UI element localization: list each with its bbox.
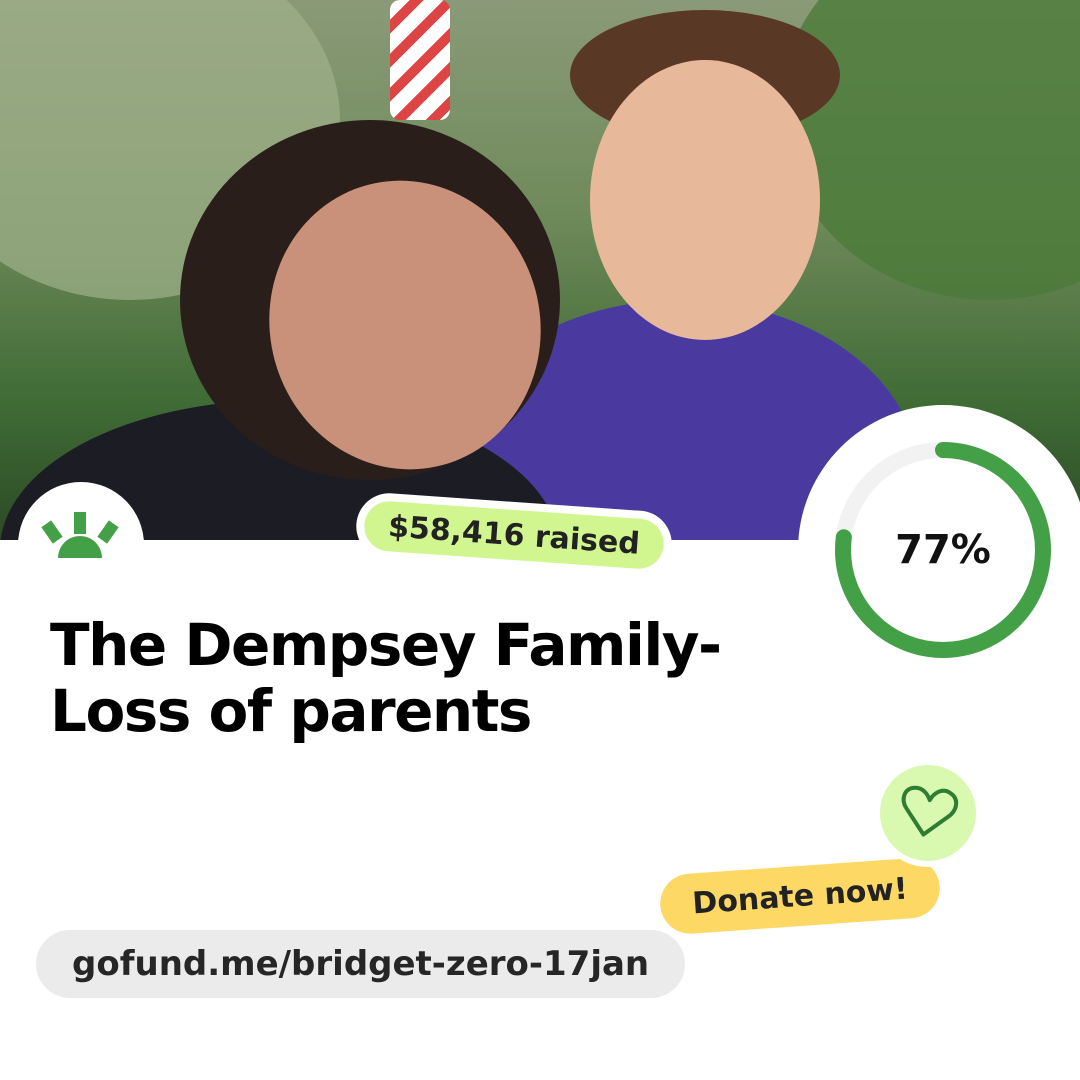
heart-outline-icon	[901, 785, 959, 837]
photo-candy-pole	[390, 0, 450, 120]
photo-boy-face	[590, 60, 820, 340]
gofundme-logo-icon	[41, 512, 119, 558]
campaign-title: The Dempsey Family- Loss of parents	[50, 612, 770, 744]
title-line-2: Loss of parents	[50, 677, 532, 745]
logo	[18, 482, 144, 608]
progress-ring: 77%	[798, 405, 1080, 695]
heart-badge	[874, 759, 982, 867]
title-line-1: The Dempsey Family-	[50, 611, 722, 679]
progress-percent: 77%	[895, 527, 991, 573]
progress-ring-graphic	[835, 442, 1051, 658]
raised-amount: $58,416 raised	[362, 499, 666, 571]
campaign-photo	[0, 0, 1080, 540]
campaign-url[interactable]: gofund.me/bridget-zero-17jan	[36, 930, 686, 998]
progress-fill	[835, 442, 1051, 658]
donate-label: Donate now!	[658, 856, 942, 936]
